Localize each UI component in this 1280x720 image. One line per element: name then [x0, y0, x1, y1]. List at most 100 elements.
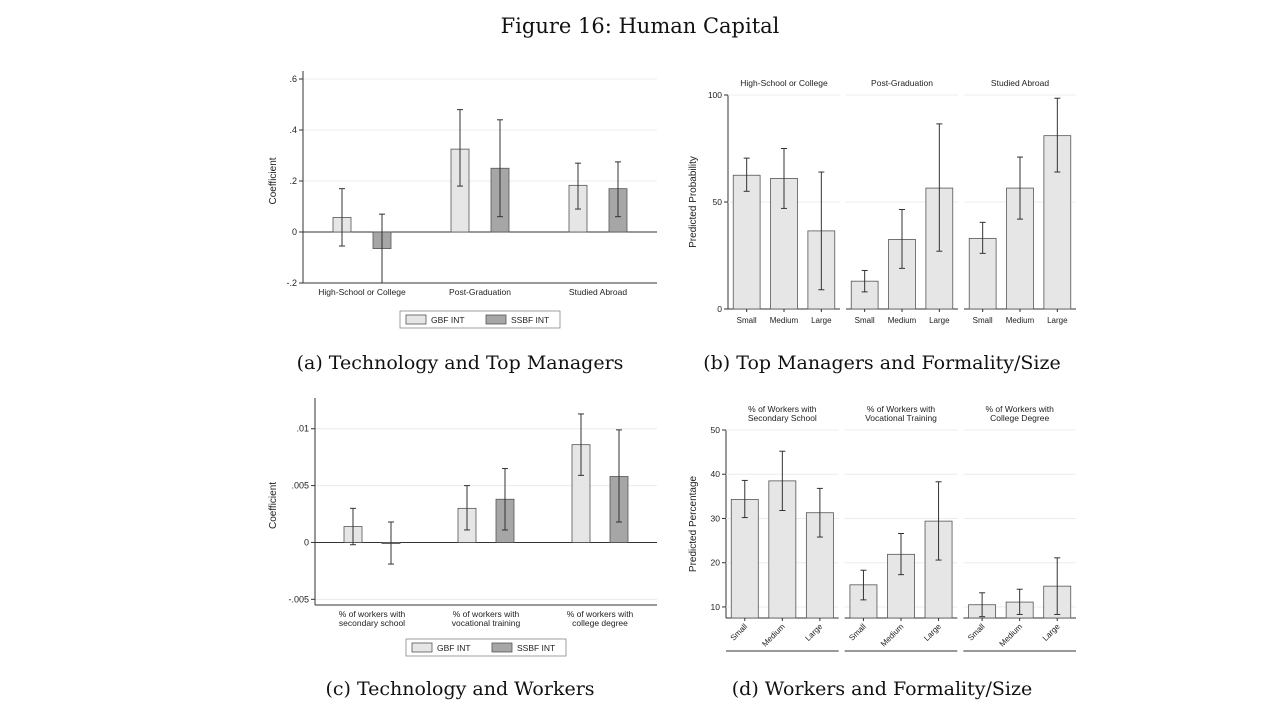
panel-title: High-School or College [740, 78, 828, 88]
y-tick-label: 50 [713, 197, 723, 207]
error-bar [1016, 588, 1023, 615]
x-tick-label: vocational training [452, 618, 521, 628]
x-tick-label: Large [803, 622, 824, 643]
y-tick-label: 0 [304, 537, 309, 547]
x-tick-label: Medium [879, 622, 906, 649]
x-tick-label: Post-Graduation [449, 287, 511, 297]
y-tick-label: .4 [289, 125, 297, 135]
y-axis-label: Predicted Percentage [688, 475, 699, 572]
y-tick-label: -.005 [288, 594, 309, 604]
x-tick-label: Medium [760, 622, 787, 649]
error-bar [578, 413, 584, 476]
x-tick-label: Small [729, 622, 750, 643]
chart-d: Predicted Percentage 10 20 30 40 50 % of Worke… [688, 404, 1076, 652]
chart-a: -.2 0 .2 .4 .6 Coefficient High-School or Coll… [268, 71, 657, 329]
legend-label: SSBF INT [517, 643, 555, 653]
error-bar [779, 450, 786, 512]
legend-swatch [411, 642, 433, 653]
bar [732, 174, 761, 310]
y-tick-label: 0 [292, 227, 297, 237]
x-tick-label: Large [811, 316, 832, 325]
y-tick-label: 100 [708, 90, 722, 100]
caption-d: (d) Workers and Formality/Size [731, 678, 1033, 700]
error-bar [741, 479, 748, 519]
chart-c: -.005 0 .005 .01 Coefficient % of workers wit… [268, 398, 657, 657]
legend-swatch [405, 314, 427, 325]
caption-c: (c) Technology and Workers [325, 678, 595, 700]
error-bar [388, 521, 394, 565]
figure-title: Figure 16: Human Capital [500, 14, 780, 38]
legend-label: GBF INT [431, 315, 465, 325]
legend: GBF INT SSBF INT [399, 310, 561, 329]
y-tick-label: 40 [711, 469, 721, 479]
error-bar [464, 485, 470, 531]
error-bar [379, 213, 385, 284]
error-bar [898, 533, 904, 576]
panel-title: Post-Graduation [871, 78, 933, 88]
y-tick-label: .6 [289, 74, 297, 84]
y-tick-label: .2 [289, 176, 297, 186]
x-tick-label: Large [929, 316, 950, 325]
x-tick-label: % of workers with [339, 609, 406, 619]
panel-title: College Degree [990, 413, 1049, 423]
y-tick-label: -.2 [286, 278, 297, 288]
error-bar [781, 148, 787, 209]
legend-box [399, 310, 561, 329]
y-axis-label: Predicted Probability [688, 156, 699, 248]
chart-b: Predicted Probability 0 50 100 High-School o… [688, 78, 1076, 325]
error-bar [816, 487, 823, 538]
x-tick-label: % of workers with [453, 609, 520, 619]
legend-label: SSBF INT [511, 315, 549, 325]
x-tick-label: secondary school [339, 618, 405, 628]
error-bar [497, 119, 503, 218]
bar [730, 499, 759, 619]
error-bar [899, 208, 905, 269]
x-tick-label: Medium [770, 316, 799, 325]
panel-title: Studied Abroad [991, 78, 1049, 88]
error-bar [1017, 156, 1023, 220]
x-tick-label: % of workers with [567, 609, 634, 619]
x-tick-label: Large [922, 622, 943, 643]
x-tick-label: Medium [888, 316, 917, 325]
error-bar [935, 481, 942, 561]
legend: GBF INT SSBF INT [405, 638, 567, 657]
legend-box [405, 638, 567, 657]
y-tick-label: .01 [296, 424, 309, 434]
legend-label: GBF INT [437, 643, 471, 653]
x-tick-label: High-School or College [318, 287, 406, 297]
error-bar [339, 188, 345, 247]
caption-b: (b) Top Managers and Formality/Size [703, 352, 1061, 374]
x-tick-label: Small [855, 316, 875, 325]
x-tick-label: Medium [998, 622, 1025, 649]
error-bar [616, 429, 622, 523]
x-tick-label: Large [1047, 316, 1068, 325]
x-tick-label: college degree [572, 618, 628, 628]
error-bar [818, 171, 825, 291]
y-tick-label: 50 [711, 425, 721, 435]
error-bar [979, 221, 986, 254]
panel-title: % of Workers with [748, 404, 817, 414]
panel-title: Secondary School [748, 413, 817, 423]
error-bar [936, 123, 943, 252]
panel-title: % of Workers with [867, 404, 936, 414]
x-tick-label: Small [847, 622, 868, 643]
x-tick-label: Studied Abroad [569, 287, 627, 297]
error-bar [860, 569, 867, 601]
error-bar [979, 592, 986, 618]
x-tick-label: Large [1041, 622, 1062, 643]
error-bar [350, 507, 356, 546]
error-bar [615, 161, 621, 218]
caption-a: (a) Technology and Top Managers [296, 352, 624, 374]
y-axis-label: Coefficient [268, 157, 279, 204]
panel-title: % of Workers with [985, 404, 1054, 414]
y-tick-label: 30 [711, 513, 721, 523]
error-bar [502, 468, 508, 531]
x-tick-label: Small [966, 622, 987, 643]
error-bar [457, 109, 463, 187]
y-tick-label: 10 [711, 602, 721, 612]
panel-title: Vocational Training [865, 413, 937, 423]
x-tick-label: Small [973, 316, 993, 325]
error-bar [1054, 557, 1061, 615]
legend-swatch [491, 642, 513, 653]
x-tick-label: Medium [1006, 316, 1035, 325]
